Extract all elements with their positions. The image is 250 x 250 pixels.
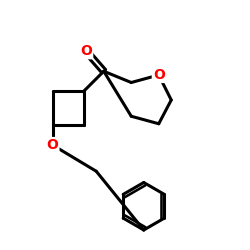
Text: O: O (153, 68, 165, 82)
Text: O: O (46, 138, 58, 152)
Text: O: O (80, 44, 92, 58)
